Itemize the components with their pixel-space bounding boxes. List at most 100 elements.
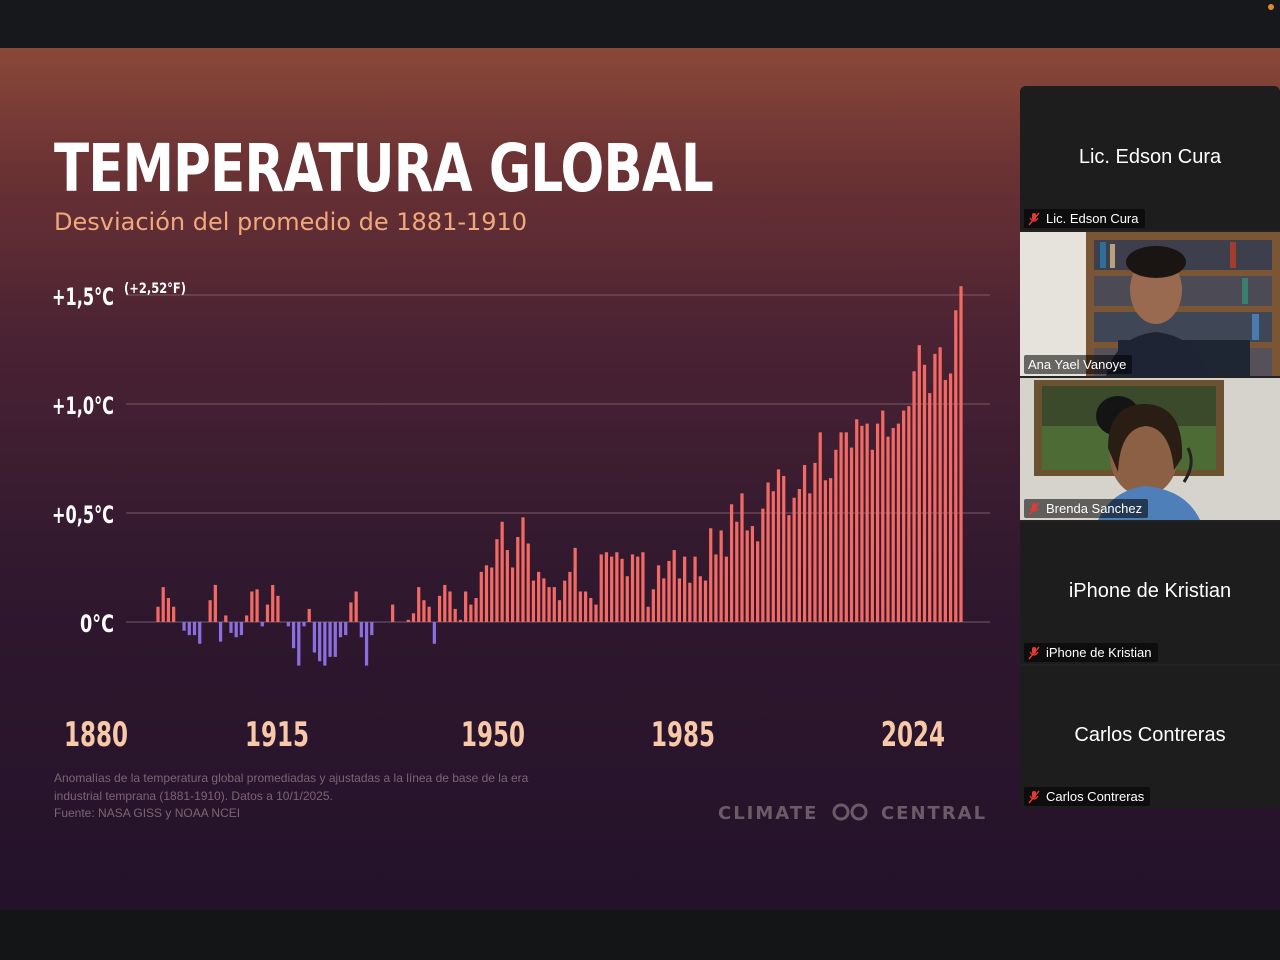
temperature-bar (766, 482, 770, 622)
temperature-bar (917, 345, 921, 622)
temperature-bar (578, 591, 582, 622)
climate-central-logo: CLIMATE CENTRAL (718, 803, 987, 824)
temperature-bar (557, 600, 562, 622)
y-tick-note: (+2,52°F) (124, 281, 186, 297)
temperature-bar (265, 604, 270, 622)
temperature-bar (448, 591, 452, 622)
brand-left-text: CLIMATE (718, 803, 819, 824)
temperature-bar (594, 604, 598, 622)
temperature-bar (469, 604, 473, 622)
temperature-bar (239, 622, 244, 636)
temperature-bar (860, 425, 864, 622)
temperature-bar (943, 380, 947, 622)
temperature-bar (610, 556, 614, 622)
temperature-bar (583, 591, 588, 622)
temperature-bar (198, 622, 202, 644)
temperature-bar (526, 543, 530, 622)
temperature-bar (531, 580, 536, 622)
participant-label-text: Brenda Sanchez (1046, 501, 1143, 516)
temperature-bar (552, 587, 556, 622)
temperature-bar (187, 622, 191, 636)
temperature-bar (740, 493, 744, 622)
temperature-bar (954, 310, 958, 622)
participants-panel: Lic. Edson Cura Lic. Edson Cura Ana Yael… (1020, 86, 1280, 808)
temperature-bar (886, 436, 890, 622)
temperature-bar (636, 556, 640, 622)
temperature-bar (453, 608, 457, 622)
temperature-bar (834, 449, 838, 622)
meeting-top-bar (0, 0, 1280, 48)
temperature-bar (646, 606, 650, 622)
temperature-bar (255, 589, 259, 622)
temperature-bar (344, 622, 348, 636)
temperature-bar (735, 521, 739, 622)
temperature-bar (662, 578, 666, 622)
participant-label: Brenda Sanchez (1024, 499, 1149, 518)
temperature-bar (370, 622, 374, 636)
footnote-line: industrial temprana (1881-1910). Datos a… (54, 788, 333, 803)
temperature-bar (907, 406, 911, 622)
temperature-bar (328, 622, 332, 657)
temperature-bar (729, 504, 734, 622)
temperature-bar (271, 584, 275, 622)
temperature-bar (844, 432, 848, 622)
temperature-bar (318, 622, 322, 662)
muted-mic-icon (1028, 502, 1040, 516)
temperature-bar (510, 567, 515, 622)
temperature-bar (604, 552, 609, 622)
temperature-bar (286, 622, 290, 627)
temperature-bar (724, 556, 728, 622)
temperature-bar (813, 462, 817, 622)
temperature-bar (808, 493, 812, 622)
participant-label: Lic. Edson Cura (1024, 209, 1145, 228)
temperature-bar-chart: +1,5°C (+2,52°F) +1,0°C +0,5°C 0°C 1880 1915 19… (52, 281, 990, 755)
temperature-bar (615, 552, 619, 622)
participant-tile-kristian[interactable]: iPhone de Kristian iPhone de Kristian (1020, 522, 1280, 664)
temperature-bar (213, 584, 217, 622)
muted-mic-icon (1028, 212, 1040, 226)
temperature-bar (406, 619, 410, 622)
temperature-bar (521, 517, 525, 622)
participant-label-text: Carlos Contreras (1046, 789, 1145, 804)
temperature-bar (630, 554, 635, 622)
temperature-bar (547, 587, 551, 622)
temperature-bar (505, 550, 509, 622)
temperature-bar (656, 565, 661, 622)
temperature-bar (797, 489, 801, 622)
temperature-bar (250, 591, 254, 622)
temperature-bar (620, 558, 624, 622)
temperature-bar (589, 598, 593, 622)
temperature-bar (234, 622, 238, 638)
temperature-bar (709, 528, 713, 622)
temperature-bar (260, 622, 264, 627)
participant-label-text: Lic. Edson Cura (1046, 211, 1139, 226)
temperature-bar (855, 419, 859, 622)
temperature-bar (364, 622, 369, 666)
participant-tile-carlos[interactable]: Carlos Contreras Carlos Contreras (1020, 666, 1280, 808)
temperature-bar (693, 556, 697, 622)
participant-label-text: iPhone de Kristian (1046, 645, 1152, 660)
participant-label-text: Ana Yael Vanoye (1028, 357, 1127, 372)
temperature-bar (432, 622, 436, 644)
temperature-bar (719, 530, 723, 622)
temperature-bar (959, 286, 963, 622)
temperature-bar (161, 587, 165, 622)
temperature-bar (458, 619, 463, 622)
footnote-line: Anomalías de la temperatura global prome… (54, 771, 529, 785)
infinity-logo-icon (832, 803, 868, 821)
temperature-bar (776, 469, 781, 622)
participant-tile-edson[interactable]: Lic. Edson Cura Lic. Edson Cura (1020, 86, 1280, 230)
temperature-bar (823, 480, 828, 622)
x-tick-label: 2024 (881, 715, 945, 755)
participant-tile-ana[interactable]: Ana Yael Vanoye (1020, 232, 1280, 376)
footnote-line: Fuente: NASA GISS y NOAA NCEI (54, 806, 241, 820)
participant-name: iPhone de Kristian (1068, 580, 1232, 602)
slide-title: TEMPERATURA GLOBAL (54, 130, 714, 207)
y-tick-label: +1,0°C (52, 392, 114, 420)
temperature-bar (703, 580, 708, 622)
temperature-bar (443, 584, 447, 622)
temperature-bar (881, 410, 885, 622)
participant-tile-brenda[interactable]: Brenda Sanchez (1020, 378, 1280, 520)
temperature-bar (464, 591, 468, 622)
recording-indicator-icon (1268, 4, 1274, 10)
